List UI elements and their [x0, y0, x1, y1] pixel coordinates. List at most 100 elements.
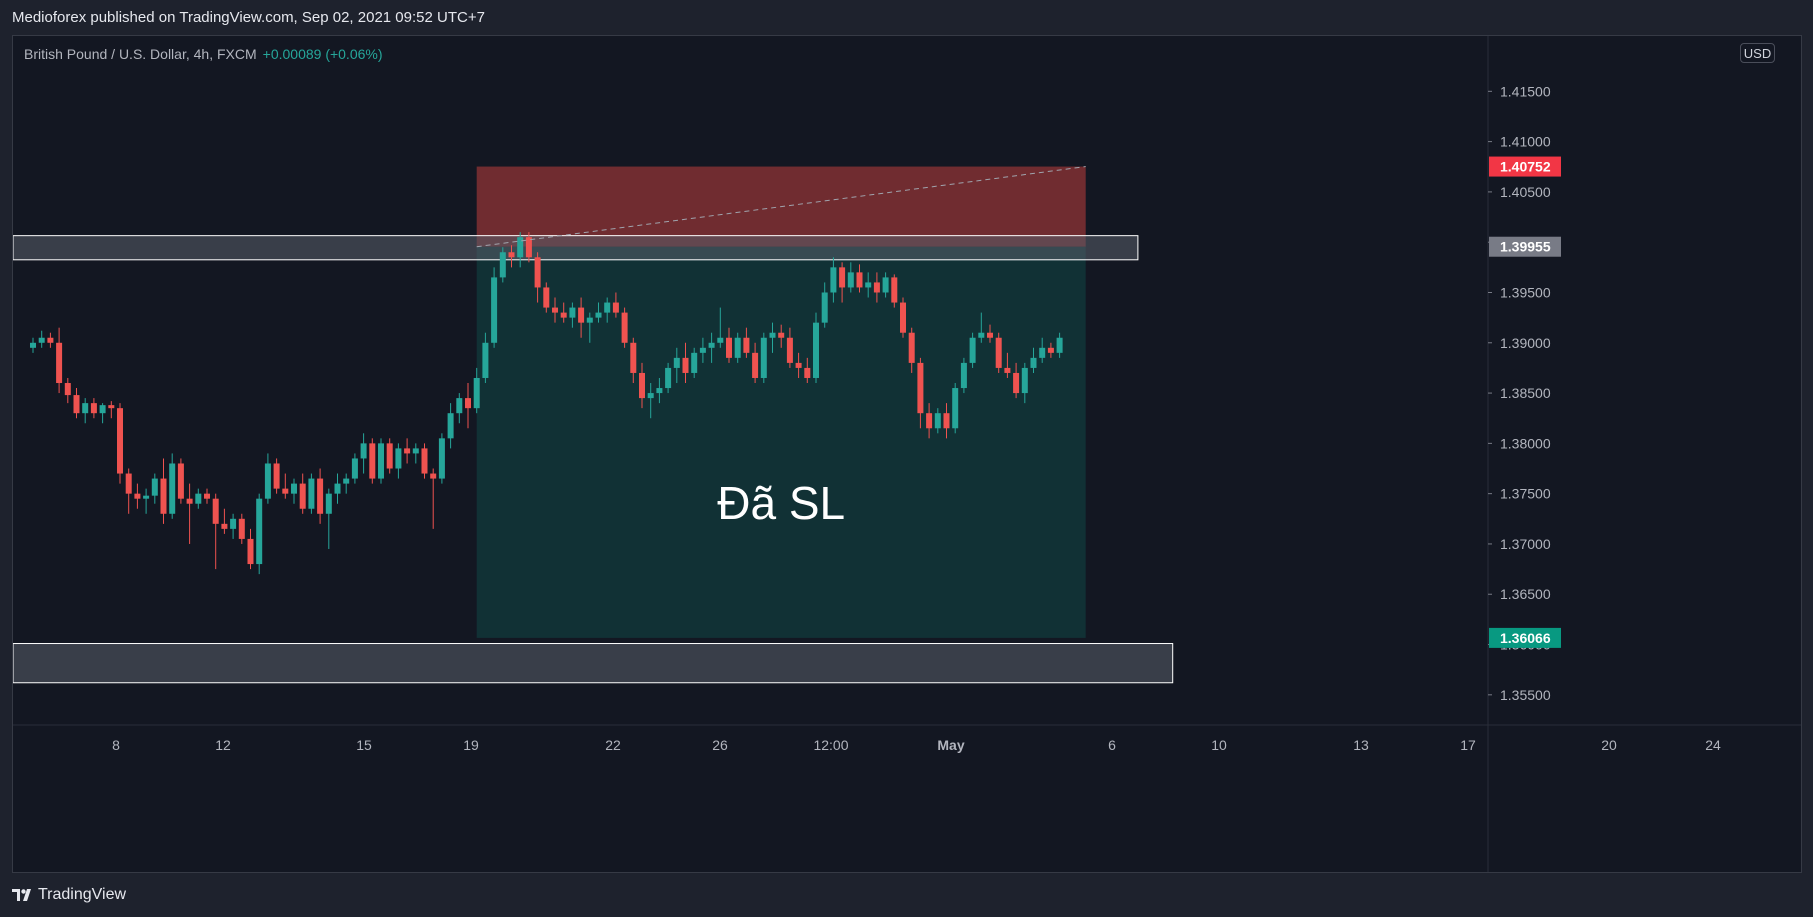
candle-body [952, 388, 959, 429]
candle-body [1047, 347, 1054, 353]
candle-body [865, 282, 872, 288]
candle-body [221, 523, 228, 529]
candle-body [821, 292, 828, 323]
time-tick-label: 19 [463, 737, 479, 753]
candle-body [38, 337, 45, 343]
candle-body [752, 352, 759, 378]
time-tick-label: 24 [1705, 737, 1721, 753]
chart-pane[interactable]: Đã SL1.415001.410001.405001.400001.39500… [12, 35, 1802, 873]
candle-body [195, 493, 202, 504]
symbol-label: British Pound / U.S. Dollar, 4h, FXCM [24, 46, 257, 62]
candle-body [569, 307, 576, 318]
candle-body [699, 347, 706, 353]
candles-group [30, 232, 1063, 575]
candle-body [273, 463, 280, 489]
candle-body [291, 483, 297, 494]
time-tick-label: 6 [1108, 737, 1116, 753]
position-annotation: Đã SL [717, 477, 845, 529]
candle-body [778, 332, 785, 338]
candle-body [334, 483, 341, 494]
candle-body [760, 337, 767, 378]
candle-body [282, 488, 289, 494]
candle-body [926, 413, 933, 429]
candle-body [491, 277, 498, 343]
candle-body [543, 287, 550, 308]
candle-body [125, 473, 132, 494]
tradingview-brand[interactable]: TradingView [12, 885, 126, 905]
candle-body [769, 332, 776, 338]
candle-body [656, 388, 663, 394]
price-change: +0.00089 (+0.06%) [262, 46, 383, 62]
time-tick-label: 20 [1601, 737, 1617, 753]
candle-body [508, 252, 515, 258]
candle-body [726, 337, 732, 358]
candle-body [873, 282, 880, 293]
candle-body [473, 377, 480, 409]
price-label-bg-entry [1489, 236, 1561, 257]
candle-body [969, 337, 976, 363]
candle-body [82, 403, 89, 414]
candle-body [177, 463, 184, 499]
candle-body [1004, 367, 1011, 373]
candle-body [691, 352, 698, 373]
candle-body [795, 362, 802, 368]
candle-body [908, 332, 915, 363]
candle-body [264, 463, 271, 499]
candle-body [578, 307, 585, 323]
candle-body [743, 337, 750, 353]
candle-body [212, 498, 219, 524]
price-tick-label: 1.35500 [1500, 687, 1551, 703]
candle-body [847, 272, 854, 288]
candle-body [238, 518, 245, 539]
candle-body [995, 337, 1002, 368]
candle-body [882, 277, 889, 293]
candle-body [30, 342, 36, 348]
candle-body [499, 252, 506, 278]
candle-body [204, 493, 210, 499]
candle-body [325, 493, 332, 514]
candle-body [978, 332, 985, 338]
candle-body [595, 312, 602, 318]
time-tick-label: 17 [1460, 737, 1476, 753]
candle-body [430, 473, 437, 479]
candle-body [247, 538, 254, 565]
candle-body [673, 357, 680, 368]
candle-body [447, 413, 454, 439]
candle-body [151, 478, 158, 496]
price-tick-label: 1.36500 [1500, 586, 1551, 602]
currency-button[interactable]: USD [1740, 43, 1775, 63]
candle-body [117, 408, 123, 474]
candle-body [630, 342, 637, 373]
candle-body [404, 448, 411, 454]
candle-body [1056, 337, 1063, 353]
candle-body [143, 495, 150, 499]
candle-body [1013, 372, 1020, 394]
candle-body [73, 395, 80, 414]
candle-body [987, 332, 993, 338]
candle-body [517, 237, 524, 258]
price-tick-label: 1.41000 [1500, 134, 1551, 150]
time-tick-label: 13 [1353, 737, 1369, 753]
candle-body [734, 337, 741, 358]
candle-body [456, 398, 463, 414]
price-label-target: 1.36066 [1500, 630, 1551, 646]
take-profit-zone [476, 246, 1086, 638]
price-tick-label: 1.40500 [1500, 184, 1551, 200]
candle-body [804, 367, 811, 378]
time-tick-label: 12:00 [813, 737, 848, 753]
candle-body [351, 458, 358, 479]
candle-body [482, 342, 489, 378]
time-tick-label: 26 [712, 737, 728, 753]
price-label-entry: 1.39955 [1500, 239, 1551, 255]
publish-info-text: Medioforex published on TradingView.com,… [12, 9, 485, 26]
candle-body [621, 312, 628, 343]
candlestick-chart[interactable]: Đã SL1.415001.410001.405001.400001.39500… [13, 36, 1801, 872]
candle-body [560, 312, 567, 318]
candle-body [343, 478, 350, 484]
time-tick-label: May [937, 737, 964, 753]
candle-body [839, 267, 846, 288]
candle-body [786, 337, 793, 363]
publish-header: Medioforex published on TradingView.com,… [0, 0, 1813, 35]
horizontal-zone-2 [13, 643, 1174, 684]
price-label-bg-target [1489, 627, 1561, 648]
